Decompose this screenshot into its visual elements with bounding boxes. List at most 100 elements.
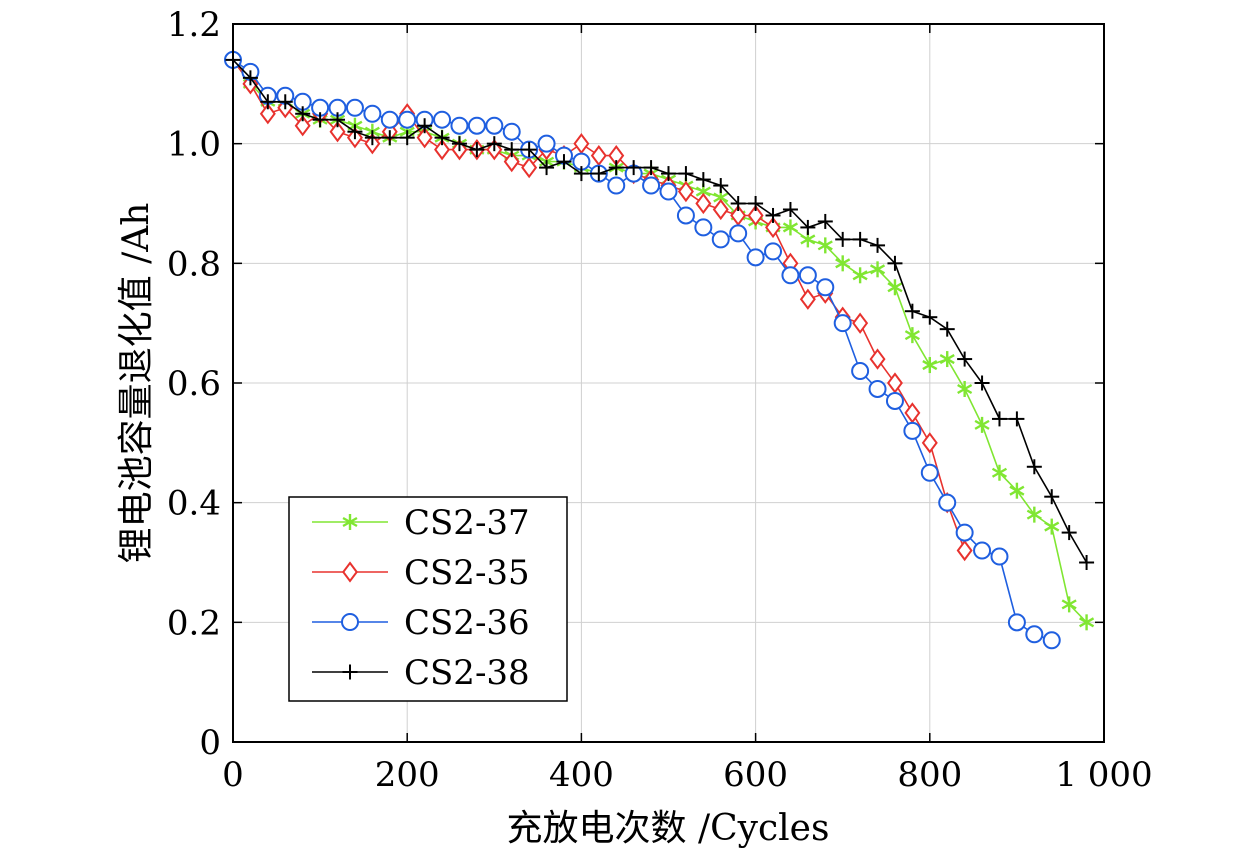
data-point-cs2-38 xyxy=(939,321,955,337)
y-tick-label: 1.2 xyxy=(167,5,221,45)
data-series xyxy=(224,49,1095,650)
x-tick-label: 0 xyxy=(222,755,244,795)
data-point-cs2-38 xyxy=(573,166,589,182)
data-point-cs2-38 xyxy=(382,130,398,146)
data-point-cs2-38 xyxy=(643,160,659,176)
marker-shape xyxy=(642,176,661,195)
marker-stroke xyxy=(957,383,973,395)
data-point-cs2-38 xyxy=(260,94,276,110)
axis-ticks: 0 200 400 600 800 1 000 0 0.2 0.4 0.6 0.8 1.0 1.2 xyxy=(167,5,1153,795)
data-point-cs2-38 xyxy=(957,351,973,367)
data-point-cs2-36 xyxy=(607,176,626,195)
data-point-cs2-38 xyxy=(730,196,746,211)
marker-stroke xyxy=(800,234,816,245)
data-point-cs2-37 xyxy=(1044,518,1060,535)
data-point-cs2-36 xyxy=(363,104,382,123)
marker-shape xyxy=(938,493,957,512)
legend-box xyxy=(288,496,568,702)
data-point-cs2-38 xyxy=(748,196,764,211)
x-tick-label: 800 xyxy=(897,755,962,795)
data-point-cs2-38 xyxy=(556,154,572,170)
marker-shape xyxy=(450,116,469,135)
data-point-cs2-37 xyxy=(1061,596,1077,613)
data-point-cs2-35 xyxy=(695,192,712,215)
data-point-cs2-38 xyxy=(1009,411,1025,427)
legend-marker-cs2-36 xyxy=(341,613,359,631)
data-point-cs2-38 xyxy=(539,160,555,176)
data-point-cs2-38 xyxy=(330,112,346,128)
marker-shape xyxy=(434,138,451,161)
data-point-cs2-36 xyxy=(816,278,835,297)
data-point-cs2-38 xyxy=(608,160,624,176)
data-point-cs2-37 xyxy=(1026,506,1042,523)
marker-shape xyxy=(729,224,748,243)
data-point-cs2-38 xyxy=(817,213,833,229)
marker-shape xyxy=(502,122,521,141)
data-point-cs2-36 xyxy=(990,547,1009,566)
marker-stroke xyxy=(852,270,868,281)
marker-shape xyxy=(677,180,694,203)
data-point-cs2-36 xyxy=(1007,613,1026,632)
data-point-cs2-38 xyxy=(486,136,502,152)
marker-shape xyxy=(781,266,800,285)
marker-stroke xyxy=(782,222,798,233)
marker-shape xyxy=(833,314,852,333)
marker-shape xyxy=(712,198,729,221)
data-point-cs2-36 xyxy=(781,266,800,285)
data-point-cs2-36 xyxy=(642,176,661,195)
data-point-cs2-37 xyxy=(939,351,955,368)
data-point-cs2-38 xyxy=(765,207,781,223)
marker-shape xyxy=(345,98,364,117)
data-point-cs2-35 xyxy=(799,288,816,310)
data-point-cs2-38 xyxy=(974,375,990,391)
marker-shape xyxy=(852,312,869,334)
marker-stroke xyxy=(1079,617,1095,628)
legend: CS2-37 CS2-35 CS2-36 CS2-38 xyxy=(288,496,568,702)
marker-shape xyxy=(695,192,712,215)
data-point-cs2-36 xyxy=(955,523,974,542)
marker-shape xyxy=(885,391,904,410)
data-point-cs2-38 xyxy=(504,142,520,158)
data-point-cs2-36 xyxy=(746,248,765,267)
data-point-cs2-36 xyxy=(885,391,904,410)
legend-item-cs2-38: CS2-38 xyxy=(312,653,530,693)
marker-stroke xyxy=(1061,599,1077,610)
data-point-cs2-35 xyxy=(503,150,520,173)
marker-stroke xyxy=(939,354,955,365)
legend-marker-cs2-35 xyxy=(342,561,358,583)
legend-marker-cs2-38 xyxy=(342,664,358,680)
data-point-cs2-38 xyxy=(399,130,415,146)
data-point-cs2-38 xyxy=(661,166,676,182)
data-point-cs2-37 xyxy=(991,464,1008,481)
data-point-cs2-38 xyxy=(1061,525,1077,541)
marker-shape xyxy=(746,248,765,267)
x-tick-label: 1 000 xyxy=(1055,755,1152,795)
data-point-cs2-37 xyxy=(852,267,868,284)
marker-shape xyxy=(921,432,938,454)
marker-shape xyxy=(973,541,992,560)
data-point-cs2-36 xyxy=(537,134,556,153)
data-point-cs2-36 xyxy=(1042,631,1061,650)
marker-shape xyxy=(503,150,520,173)
legend-label-cs2-36: CS2-36 xyxy=(404,603,530,643)
data-point-cs2-38 xyxy=(312,112,328,128)
data-point-cs2-37 xyxy=(922,357,938,374)
marker-stroke xyxy=(1044,521,1060,532)
series-cs2-38 xyxy=(225,52,1095,570)
marker-shape xyxy=(869,348,886,370)
data-point-cs2-35 xyxy=(434,138,451,161)
data-point-cs2-35 xyxy=(259,103,276,125)
marker-shape xyxy=(747,204,764,227)
data-point-cs2-38 xyxy=(591,166,607,182)
data-point-cs2-35 xyxy=(329,121,346,143)
data-point-cs2-35 xyxy=(747,204,764,227)
data-point-cs2-38 xyxy=(835,231,851,247)
marker-stroke xyxy=(835,258,851,269)
data-point-cs2-36 xyxy=(938,493,957,512)
marker-stroke xyxy=(991,467,1008,478)
data-point-cs2-38 xyxy=(364,130,380,146)
data-point-cs2-36 xyxy=(729,224,748,243)
marker-shape xyxy=(920,463,939,482)
x-tick-label: 400 xyxy=(549,755,614,795)
marker-shape xyxy=(485,116,504,135)
